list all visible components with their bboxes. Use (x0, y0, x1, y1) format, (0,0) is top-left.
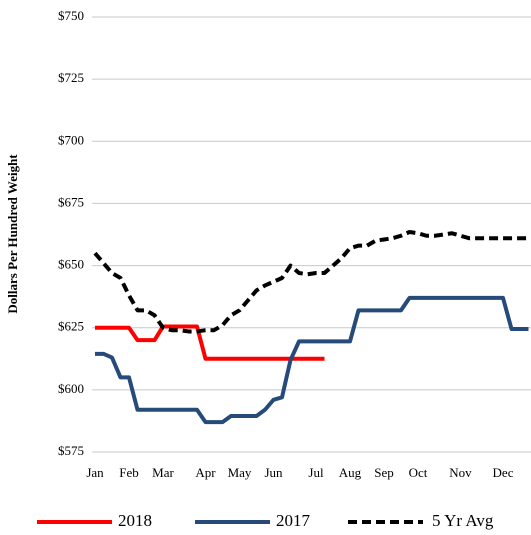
x-tick-label: Sep (374, 465, 394, 480)
x-tick-label: Jan (86, 465, 104, 480)
x-tick-label: Apr (195, 465, 216, 480)
x-tick-label: Nov (449, 465, 472, 480)
legend-label: 2017 (276, 511, 311, 530)
x-tick-label: Jul (308, 465, 324, 480)
y-tick-label: $725 (58, 70, 84, 85)
x-tick-label: May (228, 465, 252, 480)
y-tick-label: $575 (58, 443, 84, 458)
x-tick-label: Dec (493, 465, 514, 480)
y-tick-label: $700 (58, 132, 84, 147)
y-tick-label: $650 (58, 257, 84, 272)
x-tick-label: Aug (339, 465, 362, 480)
y-tick-label: $625 (58, 319, 84, 334)
x-tick-label: Mar (152, 465, 174, 480)
series-line (95, 295, 529, 425)
y-tick-label: $600 (58, 381, 84, 396)
y-tick-label: $675 (58, 194, 84, 209)
x-tick-label: Oct (409, 465, 428, 480)
series-line (95, 324, 325, 361)
series-line (93, 230, 529, 334)
legend-label: 5 Yr Avg (432, 511, 494, 530)
x-tick-label: Jun (264, 465, 283, 480)
y-axis-label: Dollars Per Hundred Weight (5, 154, 20, 314)
legend-label: 2018 (118, 511, 152, 530)
y-tick-label: $750 (58, 8, 84, 23)
x-tick-label: Feb (119, 465, 139, 480)
